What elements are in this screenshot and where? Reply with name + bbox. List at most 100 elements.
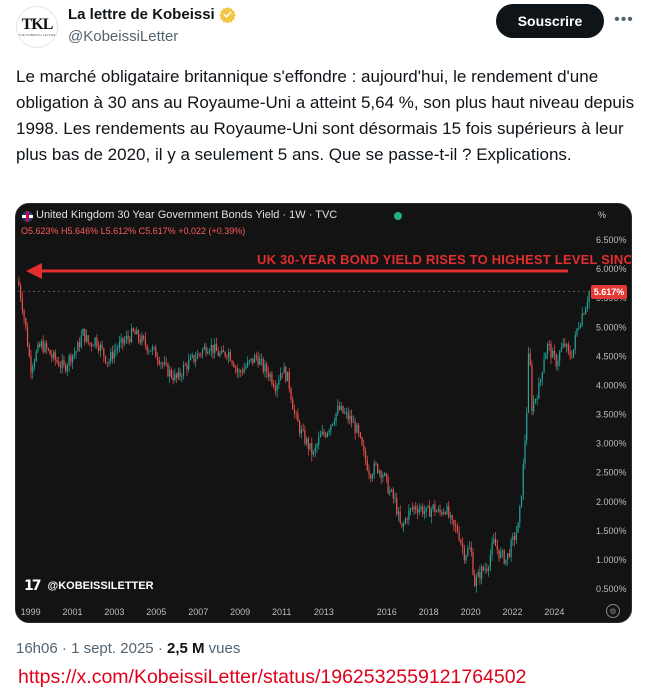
views-label: vues — [208, 640, 241, 657]
candle-body — [349, 415, 351, 420]
candle-body — [203, 346, 205, 350]
candle-body — [150, 350, 152, 352]
live-status-icon — [394, 212, 402, 220]
candle-body — [127, 336, 129, 339]
candle-body — [196, 353, 198, 359]
candle-body — [236, 368, 238, 373]
candle-body — [496, 545, 498, 550]
candle-body — [319, 434, 322, 438]
candle-body — [141, 335, 143, 343]
candle-body — [274, 386, 276, 392]
candle-body — [468, 547, 471, 549]
candle-body — [566, 344, 568, 347]
candle-body — [257, 356, 259, 365]
candle-body — [578, 327, 580, 329]
candle-body — [576, 328, 578, 336]
candle-body — [385, 473, 387, 478]
x-tick-label: 1999 — [21, 607, 41, 617]
candle-body — [167, 363, 169, 377]
candle-body — [307, 438, 309, 449]
candle-body — [448, 506, 450, 518]
candle-body — [517, 522, 519, 533]
candle-body — [70, 355, 72, 363]
candle-body — [396, 498, 398, 515]
candle-body — [47, 348, 49, 350]
x-tick-label: 2009 — [230, 607, 250, 617]
candle-body — [18, 280, 20, 286]
candle-body — [158, 360, 160, 365]
uk-flag-icon — [22, 211, 33, 222]
candle-body — [482, 566, 484, 570]
candle-body — [25, 318, 27, 328]
candle-body — [285, 367, 287, 382]
avatar[interactable]: TKL THE KOBEISSI LETTER — [16, 6, 58, 48]
candle-body — [262, 359, 264, 372]
ohlc-close: C5.617% — [138, 226, 176, 236]
candle-body — [94, 337, 96, 346]
candle-body — [283, 367, 285, 374]
candle-body — [35, 351, 37, 362]
candle-body — [51, 354, 53, 358]
candle-body — [137, 330, 140, 340]
candle-body — [226, 355, 228, 357]
candle-body — [104, 355, 107, 363]
tweet-time[interactable]: 16h06 — [16, 640, 58, 657]
y-tick-label: 5.000% — [596, 322, 627, 332]
candle-body — [579, 324, 582, 328]
candle-body — [486, 568, 488, 571]
chart-settings-icon[interactable]: ⚙ — [606, 604, 620, 618]
candle-body — [148, 350, 150, 352]
source-url[interactable]: https://x.com/KobeissiLetter/status/1962… — [18, 666, 527, 688]
candle-body — [368, 470, 370, 475]
candle-body — [314, 447, 316, 452]
candle-body — [115, 349, 117, 351]
candle-body — [326, 432, 328, 437]
candle-body — [557, 361, 559, 367]
account-name[interactable]: La lettre de Kobeissi — [68, 6, 215, 23]
candle-body — [52, 352, 55, 358]
candle-body — [89, 342, 91, 345]
candle-body — [281, 373, 283, 374]
avatar-monogram: TKL — [21, 16, 54, 33]
candle-body — [182, 364, 185, 376]
candle-body — [184, 364, 186, 366]
chart-ohlc: O5.623% H5.646% L5.612% C5.617% +0.022 (… — [21, 226, 245, 236]
chart-image[interactable]: 6.500%6.000%5.500%5.000%4.500%4.000%3.50… — [15, 203, 632, 623]
more-dots-icon[interactable]: ••• — [614, 11, 634, 28]
candle-body — [458, 532, 460, 541]
chart-title: United Kingdom 30 Year Government Bonds … — [36, 209, 338, 221]
candle-body — [113, 350, 115, 359]
candle-body — [375, 463, 377, 465]
candle-body — [333, 421, 335, 424]
candle-body — [522, 463, 524, 496]
candle-body — [56, 359, 58, 363]
candle-body — [546, 343, 549, 354]
candle-body — [28, 346, 30, 357]
candle-body — [304, 430, 306, 444]
candle-body — [129, 338, 131, 342]
chart-headline: UK 30-YEAR BOND YIELD RISES TO HIGHEST L… — [257, 252, 631, 267]
candle-body — [309, 443, 311, 449]
candle-body — [186, 364, 188, 370]
candle-body — [233, 363, 235, 368]
candle-body — [68, 355, 70, 366]
account-handle[interactable]: @KobeissiLetter — [68, 28, 179, 45]
tweet-date[interactable]: 1 sept. 2025 — [71, 640, 154, 657]
candle-body — [441, 511, 443, 515]
candle-body — [453, 520, 455, 525]
candle-body — [500, 551, 502, 558]
candle-body — [503, 550, 505, 564]
candle-body — [240, 370, 242, 372]
candle-body — [316, 444, 318, 448]
candle-body — [318, 437, 320, 445]
candle-body — [188, 359, 190, 370]
follow-button[interactable]: Souscrire — [496, 4, 604, 38]
candle-body — [82, 328, 84, 336]
candle-body — [208, 350, 211, 352]
candle-body — [515, 532, 517, 540]
candle-body — [207, 351, 209, 354]
candle-body — [202, 349, 204, 355]
candle-body — [264, 364, 266, 372]
candle-body — [21, 298, 23, 311]
candle-body — [77, 342, 79, 352]
